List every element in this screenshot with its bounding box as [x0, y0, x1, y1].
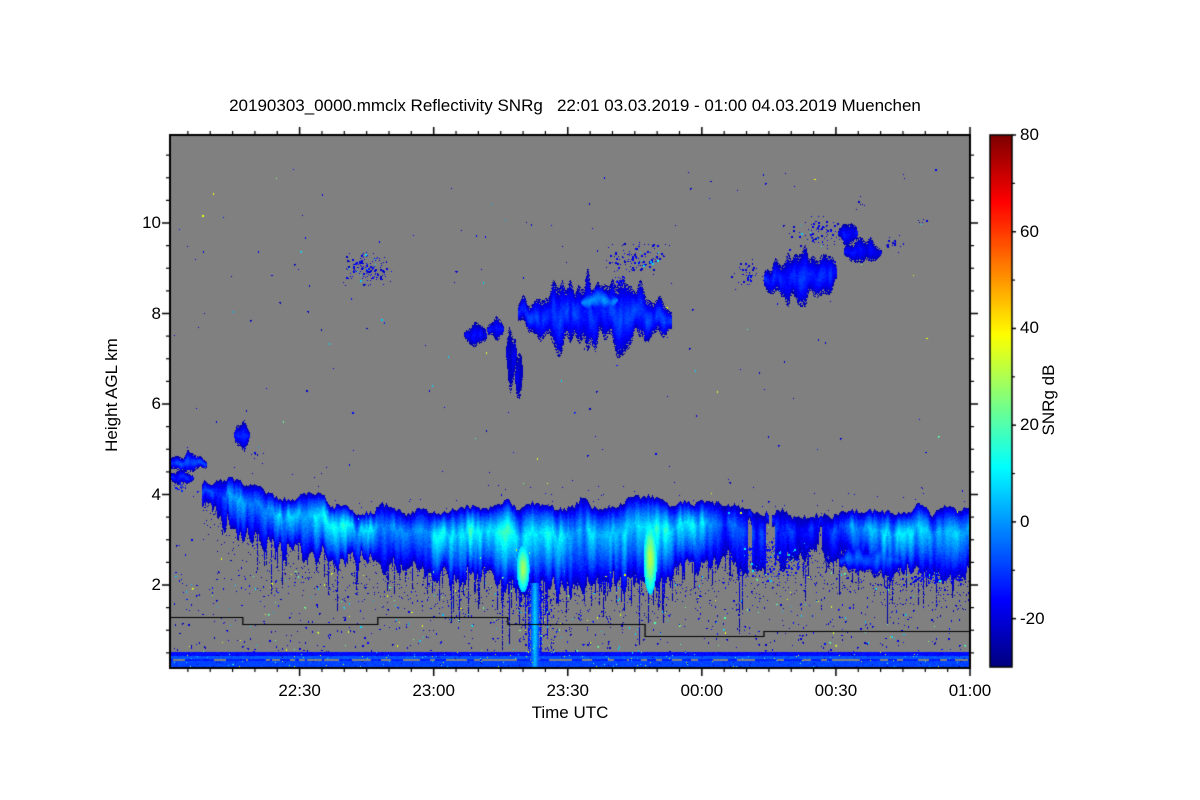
x-tick-label: 23:30: [546, 681, 590, 700]
x-tick-label: 00:00: [680, 681, 724, 700]
colorbar-tick-label: 60: [1020, 221, 1039, 241]
colorbar-tick-label: -20: [1020, 608, 1045, 628]
x-tick-label: 00:30: [814, 681, 858, 700]
x-tick-label: 22:30: [278, 681, 321, 700]
plot-title: 20190303_0000.mmclx Reflectivity SNRg 22…: [229, 96, 921, 115]
x-tick-label: 01:00: [948, 681, 992, 700]
y-tick-label: 2: [151, 575, 161, 594]
colorbar-tick-label: 20: [1020, 415, 1039, 435]
colorbar-tick-label: 0: [1020, 511, 1030, 531]
x-tick-label: 23:00: [412, 681, 455, 700]
y-tick-label: 4: [151, 484, 161, 504]
y-tick-label: 8: [151, 303, 161, 323]
colorbar-tick-label: 80: [1020, 125, 1039, 144]
colorbar-tick-label: 40: [1020, 318, 1039, 338]
y-tick-label: 10: [142, 213, 161, 232]
y-tick-label: 6: [151, 394, 161, 413]
colorbar-label: SNRg dB: [1039, 364, 1058, 436]
x-axis-label: Time UTC: [531, 703, 609, 722]
